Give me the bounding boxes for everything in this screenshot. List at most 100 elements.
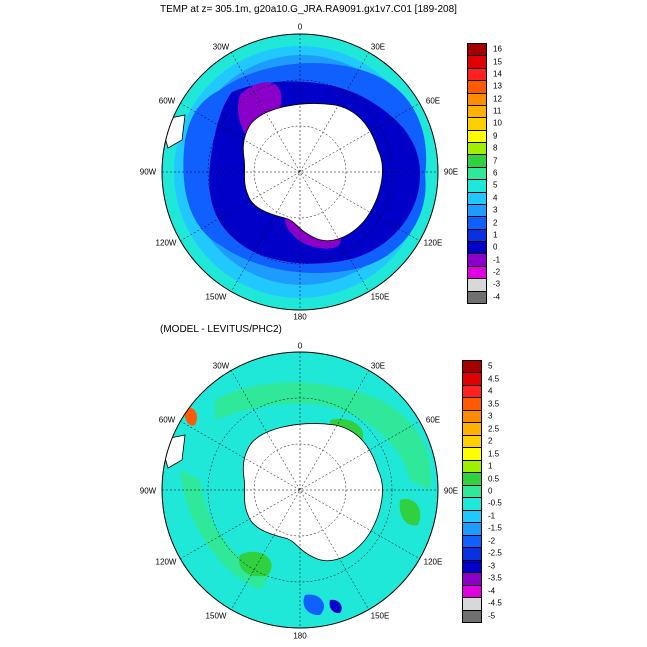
bottom-colorbar-label: 4 [488,386,493,396]
top-colorbar-label: 15 [493,57,502,67]
top-colorbar-swatch [467,129,487,144]
top-colorbar-swatch [467,203,487,218]
bottom-colorbar-swatch [462,572,482,586]
top-lon-label-30e: 30E [370,42,386,52]
bottom-lon-label-150w: 150W [205,611,227,621]
top-colorbar-label: -1 [493,255,501,265]
bottom-colorbar-label: -1.5 [488,523,502,533]
bottom-lon-label-30e: 30E [370,361,386,371]
bottom-colorbar-swatch [462,597,482,611]
bottom-colorbar: 5 4.5 4 3.5 3 2.5 2 1.5 1 0.5 0 -0.5 -1 -1.5 -2 -2.5 -3 -… [462,360,522,623]
top-polar-map [161,33,439,311]
top-colorbar-label: 14 [493,69,502,79]
top-colorbar-swatch [467,290,487,304]
top-lon-label-30w: 30W [212,42,230,52]
bottom-lon-label-150e: 150E [370,611,390,621]
top-colorbar-swatch [467,55,487,69]
bottom-map-border [161,351,439,629]
top-colorbar-swatch [467,92,487,106]
bottom-colorbar-label: 3.5 [488,399,500,409]
top-colorbar-label: -4 [493,292,501,302]
top-colorbar-label: 4 [493,193,498,203]
top-colorbar-swatch [467,154,487,168]
bottom-map-cold-patch-2 [329,599,342,614]
bottom-colorbar-label: 0.5 [488,474,500,484]
top-colorbar-label: 11 [493,106,502,116]
bottom-colorbar-swatch [462,534,482,549]
top-colorbar-label: 16 [493,44,502,54]
top-colorbar-label: -2 [493,267,501,277]
top-panel-title: TEMP at z= 305.1m, g20a10.G_JRA.RA9091.g… [160,4,457,15]
top-colorbar-swatch [467,67,487,82]
top-colorbar-label: 8 [493,143,498,153]
bottom-colorbar-label: -4.5 [488,598,502,608]
bottom-colorbar-label: -1 [488,511,496,521]
bottom-colorbar-swatch [462,509,482,524]
bottom-colorbar-label: -2 [488,536,496,546]
top-colorbar-label: 10 [493,118,502,128]
bottom-colorbar-label: 1.5 [488,449,500,459]
top-lon-label-60w: 60W [158,96,176,106]
bottom-colorbar-label: 4.5 [488,374,500,384]
bottom-colorbar-swatch [462,559,482,574]
top-colorbar-label: 5 [493,180,498,190]
top-colorbar-swatch [467,142,487,156]
bottom-colorbar-label: -2.5 [488,548,502,558]
top-map-border [161,33,439,311]
top-lon-label-60e: 60E [425,96,441,106]
bottom-colorbar-label: 0 [488,486,493,496]
top-lon-label-120e: 120E [423,238,443,248]
bottom-colorbar-swatch [462,459,482,474]
top-lon-label-90w: 90W [139,167,157,177]
bottom-lon-label-60w: 60W [158,415,176,425]
top-lon-label-180: 180 [293,312,307,322]
bottom-colorbar-label: 2.5 [488,424,500,434]
bottom-colorbar-swatch [462,397,482,411]
bottom-colorbar-swatch [462,497,482,511]
top-colorbar-swatch [467,228,487,243]
top-colorbar-label: 1 [493,230,498,240]
top-colorbar-label: 12 [493,94,502,104]
top-colorbar-label: 9 [493,131,498,141]
bottom-lon-label-90w: 90W [139,486,157,496]
bottom-colorbar-label: 3 [488,411,493,421]
top-lon-label-150w: 150W [205,292,227,302]
bottom-lon-label-120w: 120W [155,557,177,567]
top-colorbar-swatch [467,80,487,94]
top-colorbar-swatch [467,278,487,292]
bottom-lon-label-120e: 120E [423,557,443,567]
top-colorbar-label: 13 [493,81,502,91]
bottom-colorbar-swatch [462,522,482,536]
bottom-lon-label-30w: 30W [212,361,230,371]
bottom-colorbar-swatch [462,447,482,461]
top-colorbar-label: 2 [493,218,498,228]
bottom-panel-title: (MODEL - LEVITUS/PHC2) [160,324,282,335]
bottom-map-green-patch-2 [239,551,272,577]
bottom-map-cold-patch-1 [303,594,325,616]
top-colorbar-swatch [467,166,487,181]
bottom-colorbar-swatch [462,472,482,486]
top-map-antarctica [242,103,383,242]
bottom-colorbar-swatch [462,409,482,424]
top-colorbar-swatch [467,117,487,131]
bottom-lon-label-180: 180 [293,631,307,641]
top-colorbar-swatch [467,179,487,193]
top-colorbar-swatch [467,241,487,255]
top-lon-label-150e: 150E [370,292,390,302]
top-colorbar-swatch [467,253,487,267]
top-colorbar-label: 7 [493,156,498,166]
bottom-lon-label-0: 0 [297,341,303,351]
bottom-map-green-band-1 [215,382,431,490]
top-colorbar-label: -3 [493,279,501,289]
bottom-colorbar-label: 1 [488,461,493,471]
bottom-colorbar-label: -5 [488,611,496,621]
top-colorbar: 16 15 14 13 12 11 10 9 8 7 6 5 4 3 2 1 0 -1 -2 -3 -4 [467,43,527,304]
bottom-colorbar-swatch [462,372,482,386]
top-colorbar-swatch [467,191,487,205]
bottom-colorbar-swatch [462,584,482,599]
top-colorbar-label: 6 [493,168,498,178]
bottom-lon-label-90e: 90E [443,486,459,496]
top-colorbar-label: 3 [493,205,498,215]
bottom-colorbar-swatch [462,422,482,436]
